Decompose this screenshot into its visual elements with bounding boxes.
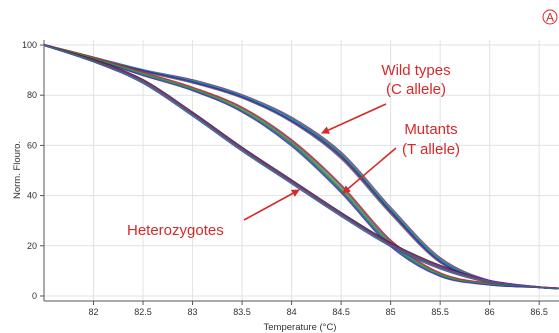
plot-background xyxy=(44,40,559,301)
x-tick-label: 82 xyxy=(89,307,99,317)
x-tick-label: 86 xyxy=(485,307,495,317)
y-tick-label: 80 xyxy=(27,90,37,100)
x-tick-label: 82.5 xyxy=(134,307,152,317)
axes xyxy=(40,40,559,305)
y-tick-label: 60 xyxy=(27,140,37,150)
x-tick-label: 85 xyxy=(386,307,396,317)
melt-curve-mutant xyxy=(44,45,559,290)
x-axis-label: Temperature (°C) xyxy=(264,322,337,333)
annotation-wild-types-line2: (C allele) xyxy=(386,81,446,98)
x-tick-label: 83.5 xyxy=(233,307,251,317)
annotation-heterozygotes: Heterozygotes xyxy=(127,222,224,239)
melt-curve-heterozygote xyxy=(44,44,559,289)
x-tick-label: 84.5 xyxy=(332,307,350,317)
tick-labels: 82 82.5 83 83.5 84 84.5 85 85.5 86 86.5 0 20 40 60 80 1… xyxy=(22,40,548,317)
panel-label: A xyxy=(546,11,554,25)
melt-curves xyxy=(44,44,559,290)
melt-curve-mutant xyxy=(44,44,559,289)
annotation-mutants-arrow xyxy=(342,147,397,194)
annotations: Wild types (C allele) Mutants (T allele)… xyxy=(127,62,460,239)
y-tick-label: 20 xyxy=(27,241,37,251)
y-tick-label: 40 xyxy=(27,191,37,201)
annotation-mutants-line2: (T allele) xyxy=(402,141,460,158)
melt-curve-mutant xyxy=(44,44,559,289)
x-tick-label: 86.5 xyxy=(530,307,548,317)
annotation-mutants-line1: Mutants xyxy=(404,121,457,138)
x-tick-label: 85.5 xyxy=(431,307,449,317)
panel-label-circle xyxy=(542,9,558,25)
grid-lines xyxy=(44,40,559,301)
y-axis-label: Norm. Flouro. xyxy=(12,141,23,199)
melt-curve-heterozygote xyxy=(44,44,559,289)
annotation-wild-types-arrow xyxy=(321,103,387,134)
x-tick-label: 83 xyxy=(188,307,198,317)
y-tick-label: 0 xyxy=(32,291,37,301)
melt-curve-heterozygote xyxy=(44,44,559,289)
melt-curve-mutant xyxy=(44,44,559,289)
x-tick-label: 84 xyxy=(287,307,297,317)
annotation-heterozygotes-arrow xyxy=(243,189,300,221)
melt-curve-heterozygote xyxy=(44,45,559,290)
y-tick-label: 100 xyxy=(22,40,37,50)
annotation-wild-types-line1: Wild types xyxy=(381,62,450,79)
